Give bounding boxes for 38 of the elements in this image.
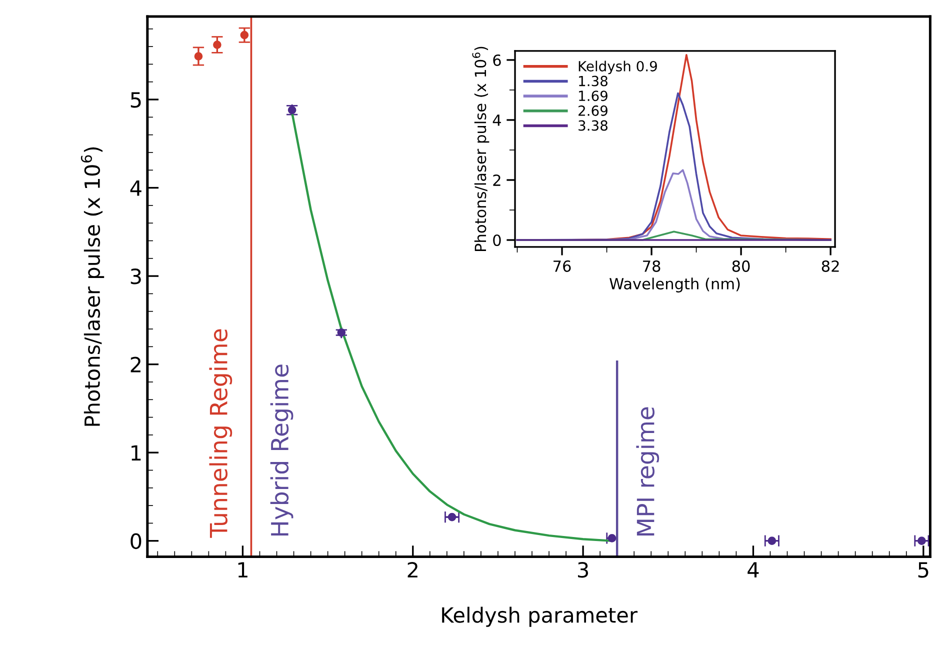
legend-label: 3.38	[578, 120, 608, 131]
x-tick-label: 76	[554, 260, 571, 272]
x-tick-label: 80	[732, 260, 750, 272]
point	[768, 536, 776, 546]
x-tick-label: 2	[408, 562, 418, 578]
legend-label: Keldysh 0.9	[578, 60, 657, 74]
legend-label: 1.69	[579, 90, 608, 102]
point	[240, 30, 249, 40]
point	[337, 328, 346, 337]
legend-label: 2.69	[578, 105, 608, 116]
point	[608, 534, 616, 542]
x-tick-label: 4	[748, 562, 759, 578]
y-axis-title: Photons/laser pulse (x 10$^{6}$)	[472, 46, 490, 251]
x-tick-label: 5	[918, 562, 928, 578]
legend-label: 1.38	[579, 76, 608, 86]
y-tick-label: 6	[493, 54, 501, 66]
y-axis-title: Photons/laser pulse (x 10$^{6}$)	[80, 147, 104, 426]
point	[194, 52, 203, 60]
y-tick-label: 0	[130, 533, 142, 550]
annotation: MPI regime	[636, 407, 660, 536]
y-tick-label: 2	[130, 356, 140, 372]
y-tick-label: 1	[132, 445, 141, 460]
x-axis-title: Keldysh parameter	[442, 606, 638, 627]
x-axis-title: Wavelength (nm)	[610, 278, 740, 292]
y-tick-label: 4	[130, 180, 142, 196]
point	[448, 512, 456, 522]
x-tick-label: 78	[643, 260, 660, 272]
x-tick-label: 3	[578, 562, 588, 578]
x-tick-label: 1	[238, 562, 248, 578]
y-tick-label: 4	[492, 114, 501, 126]
annotation: Hybrid Regime	[270, 364, 294, 536]
x-tick-label: 82	[822, 260, 839, 272]
point	[213, 40, 222, 49]
point	[918, 536, 926, 546]
annotation: Tunneling Regime	[209, 329, 232, 538]
y-tick-label: 5	[130, 92, 141, 108]
y-tick-label: 2	[493, 174, 500, 186]
y-tick-label: 0	[493, 234, 501, 246]
